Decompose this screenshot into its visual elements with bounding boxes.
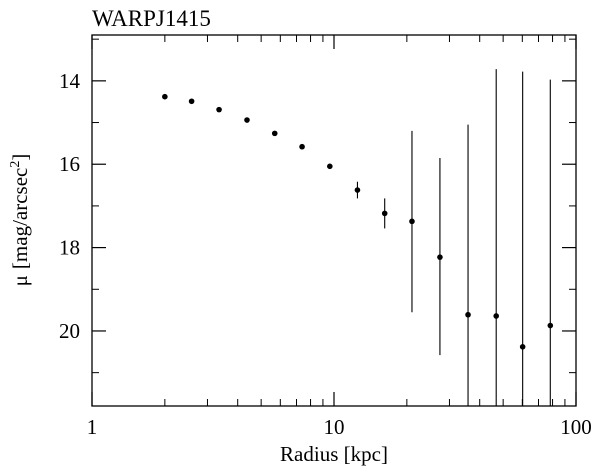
y-axis-ticks	[92, 38, 576, 374]
y-axis-label-text: [mag/arcsec	[8, 168, 32, 269]
data-point	[381, 210, 388, 217]
data-point	[244, 117, 250, 123]
y-axis-tick-labels: 14 16 18 20	[59, 69, 81, 343]
data-point	[162, 93, 168, 100]
data-point	[547, 322, 554, 329]
data-point	[354, 187, 361, 193]
chart-title: WARPJ1415	[92, 6, 211, 31]
plot-frame	[91, 34, 577, 407]
data-point	[299, 143, 305, 150]
y-axis-label: μ [mag/arcsec2]	[8, 154, 32, 287]
data-point	[327, 163, 333, 170]
data-point	[216, 106, 222, 113]
error-bars	[356, 69, 551, 406]
data-point	[437, 254, 443, 260]
y-tick-label: 14	[59, 69, 81, 93]
y-tick-label: 20	[59, 319, 80, 343]
data-point	[465, 311, 471, 318]
data-point	[188, 98, 195, 105]
data-point	[493, 313, 499, 319]
y-axis-label-symbol: μ	[8, 275, 32, 286]
data-point	[519, 344, 526, 350]
data-points	[162, 93, 554, 350]
data-point	[409, 218, 415, 225]
x-axis-ticks	[91, 35, 577, 406]
x-tick-label: 1	[87, 415, 98, 439]
y-axis-label-close: ]	[8, 154, 32, 161]
x-axis-label: Radius [kpc]	[280, 442, 388, 466]
x-axis-tick-labels: 1 10 100	[87, 415, 592, 439]
y-axis-label-superscript: 2	[8, 161, 23, 168]
x-tick-label: 10	[324, 415, 345, 439]
y-tick-label: 18	[59, 236, 80, 260]
y-tick-label: 16	[59, 152, 80, 176]
data-point	[271, 130, 278, 137]
x-tick-label: 100	[560, 415, 592, 439]
